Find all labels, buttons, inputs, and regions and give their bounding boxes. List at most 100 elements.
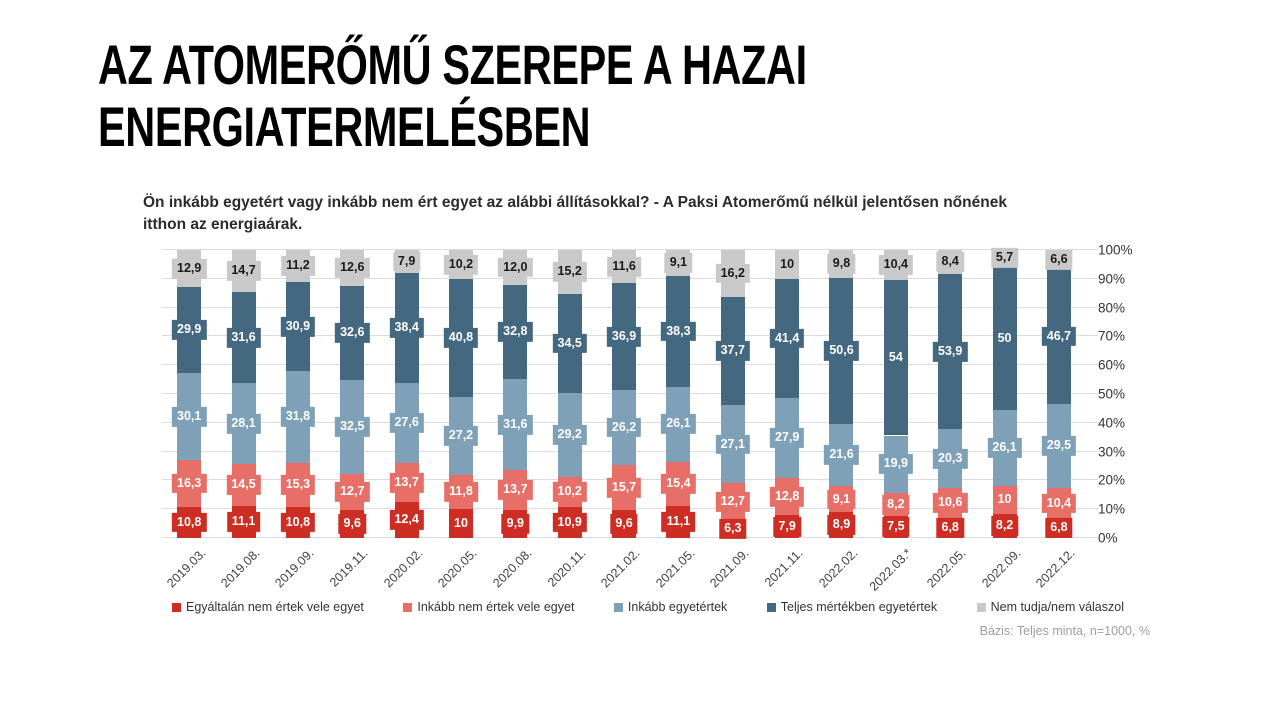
bar-value-label: 32,5	[335, 417, 370, 437]
bar-value-label: 31,6	[226, 327, 261, 348]
bar-column-201908: 11,1 14,5 28,1 31,6 14,7	[216, 250, 270, 538]
bar-value-label: 10,4	[878, 255, 914, 275]
x-category-label: 2022.03.*	[867, 541, 923, 597]
x-category-label-text: 2021.11.	[762, 546, 806, 590]
x-category-label-text: 2020.11.	[544, 546, 589, 590]
bar-value-label: 28,1	[226, 413, 261, 434]
bar-column-202002: 12,4 13,7 27,6 38,4 7,9	[379, 250, 433, 538]
bar-value-label: 16,2	[715, 263, 750, 284]
bar-value-label: 34,5	[552, 333, 587, 354]
bar-value-label: 31,8	[280, 407, 316, 427]
legend-item-4: Nem tudja/nem válaszol	[976, 600, 1124, 614]
legend-label: Inkább egyetértek	[627, 600, 728, 614]
bar-column-201911: 9,6 12,7 32,5 32,6 12,6	[325, 250, 379, 538]
basis-note: Bázis: Teljes minta, n=1000, %	[979, 624, 1150, 638]
bar-value-label: 14,5	[226, 475, 261, 496]
y-tick-label: 50%	[1098, 386, 1126, 402]
x-category-label: 2019.11.	[325, 541, 379, 597]
x-category-label-text: 2019.08.	[218, 546, 263, 591]
x-category-label-text: 2019.11.	[327, 546, 372, 590]
bar-value-label: 12,7	[715, 491, 750, 512]
bar-value-label: 14,7	[226, 261, 261, 282]
bar-value-label: 15,7	[606, 477, 642, 498]
bar-value-label: 29,5	[1041, 436, 1077, 456]
slide-title: AZ ATOMERŐMŰ SZEREPE A HAZAI ENERGIATERM…	[98, 33, 807, 158]
bar-value-label: 27,1	[715, 434, 750, 455]
bar-value-label: 38,4	[389, 318, 424, 338]
bar-value-label: 10,4	[1041, 493, 1077, 514]
x-category-label: 2020.05.	[434, 541, 488, 597]
x-category-label: 2019.03.	[162, 541, 216, 597]
x-axis-labels: 2019.03. 2019.08. 2019.09. 2019.11. 2020.02.…	[162, 541, 1086, 597]
legend-item-2: Inkább egyetértek	[613, 600, 728, 614]
bar-value-label: 5,7	[990, 248, 1019, 269]
bar-value-label: 29,9	[172, 320, 207, 341]
bar-value-label: 13,7	[498, 479, 533, 500]
x-category-label: 2022.12.	[1032, 541, 1086, 597]
bar-value-label: 8,9	[827, 515, 856, 536]
bar-value-label: 8,2	[990, 516, 1019, 537]
x-category-label-text: 2022.12.	[1033, 546, 1078, 591]
x-category-label-text: 2021.09.	[707, 546, 752, 591]
bar-value-label: 26,1	[661, 414, 696, 434]
bar-value-label: 46,7	[1041, 326, 1077, 347]
bar-value-label: 9,6	[610, 514, 638, 535]
x-category-label: 2020.11.	[542, 541, 596, 597]
legend-swatch-icon	[976, 602, 986, 612]
y-tick-label: 90%	[1098, 271, 1126, 287]
bar-column-202011: 10,9 10,2 29,2 34,5 15,2	[543, 250, 597, 538]
bar-value-label: 9,6	[338, 514, 366, 535]
bar-value-label: 41,4	[769, 328, 805, 349]
bar-value-label: 36,9	[606, 326, 642, 347]
y-axis: 100% 90% 80% 70% 60% 50% 40% 30% 20% 10% 0%	[1098, 243, 1168, 546]
legend-label: Egyáltalán nem értek vele egyet	[186, 600, 364, 614]
y-tick-label: 100%	[1098, 242, 1133, 258]
y-tick-label: 40%	[1098, 415, 1126, 431]
bar-value-label: 32,6	[335, 323, 370, 344]
bar-column-202008: 9,9 13,7 31,6 32,8 12,0	[488, 250, 542, 538]
x-category-label: 2022.05.	[923, 541, 977, 597]
bar-value-label: 12,6	[335, 258, 370, 279]
bar-value-label: 15,3	[280, 475, 316, 495]
bar-value-label: 50	[992, 328, 1017, 349]
bar-value-label: 9,1	[827, 489, 856, 510]
bar-value-label: 6,8	[1045, 518, 1073, 539]
bar-value-label: 27,6	[389, 413, 424, 433]
bar-value-label: 7,9	[773, 516, 801, 537]
bar-value-label: 12,7	[335, 482, 370, 502]
bar-value-label: 13,7	[389, 472, 424, 493]
legend-item-1: Inkább nem értek vele egyet	[403, 600, 574, 614]
bar-value-label: 12,4	[389, 510, 424, 531]
bar-value-label: 11,1	[226, 512, 261, 532]
bar-value-label: 10,2	[552, 482, 587, 502]
x-category-label: 2020.08.	[488, 541, 542, 597]
bar-value-label: 10,2	[443, 254, 479, 275]
bar-value-label: 6,6	[1045, 249, 1073, 270]
bar-value-label: 29,2	[552, 425, 587, 446]
bar-value-label: 26,1	[987, 438, 1022, 458]
x-category-label: 2019.08.	[216, 541, 270, 597]
bar-column-202109: 6,3 12,7 27,1 37,7 16,2	[706, 250, 760, 539]
bar-value-label: 10	[992, 490, 1017, 510]
bar-column-202105: 11,1 15,4 26,1 38,3 9,1	[651, 250, 705, 538]
x-category-label: 2019.09.	[271, 541, 325, 597]
bar-value-label: 54	[883, 347, 908, 368]
x-category-label: 2021.02.	[597, 541, 651, 597]
bar-value-label: 6,8	[936, 518, 964, 539]
bar-value-label: 31,6	[498, 414, 533, 435]
bar-column-202102: 9,6 15,7 26,2 36,9 11,6	[597, 250, 651, 538]
bar-value-label: 11,6	[607, 256, 641, 277]
y-tick-label: 20%	[1098, 472, 1126, 488]
bar-column-201903: 10,8 16,3 30,1 29,9 12,9	[162, 250, 216, 538]
bar-value-label: 38,3	[661, 321, 696, 342]
bar-value-label: 30,9	[280, 316, 316, 337]
bar-value-label: 32,8	[498, 321, 533, 342]
x-category-label-text: 2020.05.	[435, 546, 480, 591]
legend-label: Nem tudja/nem válaszol	[990, 600, 1124, 614]
bar-column-202212: 6,8 10,4 29,5 46,7 6,6	[1032, 249, 1086, 539]
bar-value-label: 12,0	[498, 257, 533, 278]
bar-value-label: 9,9	[501, 513, 530, 534]
bar-column-202005: 10 11,8 27,2 40,8 10,2	[434, 250, 488, 538]
bar-value-label: 8,4	[936, 252, 964, 272]
